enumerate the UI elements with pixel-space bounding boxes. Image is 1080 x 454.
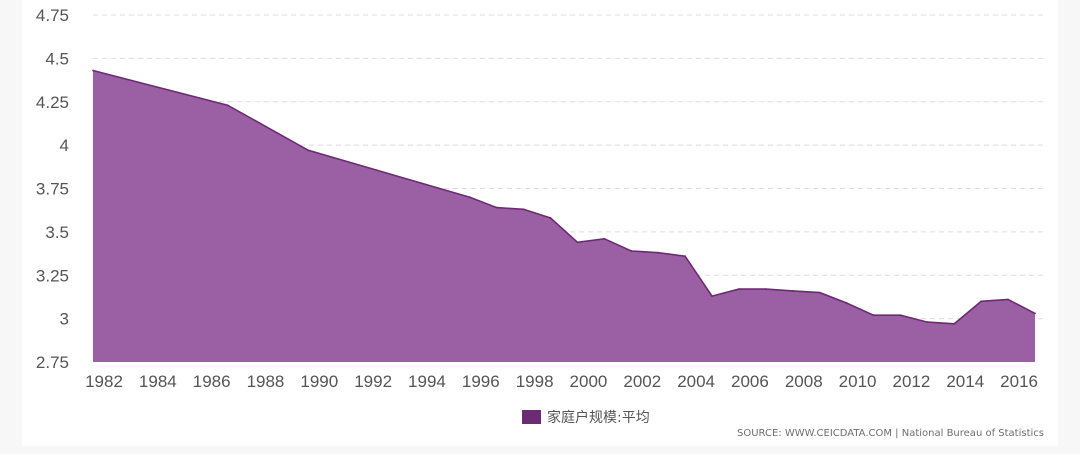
y-tick-label: 2.75: [36, 353, 69, 372]
x-tick-label: 2006: [731, 372, 769, 391]
x-tick-label: 1998: [516, 372, 554, 391]
data-point: [468, 196, 471, 199]
plot-area: [92, 69, 1036, 362]
y-tick-label: 4.75: [36, 6, 69, 25]
y-tick-label: 3.25: [36, 266, 69, 285]
data-point: [953, 322, 956, 325]
source-note: SOURCE: WWW.CEICDATA.COM | National Bure…: [736, 428, 1044, 439]
data-point: [630, 250, 633, 252]
y-tick-label: 3.75: [36, 180, 69, 199]
data-point: [522, 208, 525, 211]
x-tick-label: 1988: [247, 372, 285, 391]
y-tick-label: 4.5: [45, 49, 69, 68]
data-point: [495, 206, 498, 209]
x-tick-label: 2004: [677, 372, 715, 391]
data-point: [307, 149, 310, 152]
data-point: [657, 251, 660, 254]
x-tick-label: 2010: [839, 372, 877, 391]
data-point: [684, 255, 687, 258]
data-point: [738, 288, 740, 291]
y-axis-ticks: 2.75 3 3.25 3.5 3.75 4 4.25 4.5 4.75: [36, 6, 69, 372]
data-point: [764, 288, 767, 291]
x-tick-label: 2012: [893, 372, 931, 391]
x-tick-label: 2000: [570, 372, 608, 391]
x-tick-label: 2016: [1000, 372, 1038, 391]
x-tick-label: 1992: [354, 372, 392, 391]
legend-label: 家庭户规模:平均: [547, 410, 650, 426]
data-point: [818, 291, 821, 294]
data-point: [1007, 298, 1009, 301]
legend[interactable]: 家庭户规模:平均: [522, 407, 650, 427]
data-point: [1034, 312, 1036, 315]
data-point: [926, 321, 929, 323]
x-tick-label: 1996: [462, 372, 500, 391]
x-tick-label: 1982: [85, 372, 123, 391]
data-point: [549, 217, 552, 219]
y-tick-label: 3.5: [45, 223, 69, 242]
data-point: [791, 289, 794, 292]
data-point: [872, 314, 875, 317]
data-point: [711, 295, 713, 297]
series-area: [93, 70, 1035, 362]
y-tick-label: 3: [60, 310, 69, 329]
y-tick-label: 4: [60, 136, 69, 155]
data-point: [980, 300, 983, 303]
data-point: [845, 302, 848, 304]
x-axis-ticks: 1982 1984 1986 1988 1990 1992 1994 1996 1998 2000…: [85, 372, 1038, 391]
x-tick-label: 2008: [785, 372, 823, 391]
x-tick-label: 1986: [193, 372, 231, 391]
y-tick-label: 4.25: [36, 93, 69, 112]
x-tick-label: 2014: [946, 372, 984, 391]
data-point: [226, 104, 229, 107]
legend-swatch: [522, 410, 541, 424]
x-tick-label: 2002: [623, 372, 661, 391]
data-point: [92, 69, 94, 72]
x-tick-label: 1984: [139, 372, 177, 391]
data-point: [603, 237, 606, 240]
x-tick-label: 1994: [408, 372, 446, 391]
data-point: [899, 314, 902, 317]
data-point: [576, 241, 579, 244]
x-tick-label: 1990: [300, 372, 338, 391]
